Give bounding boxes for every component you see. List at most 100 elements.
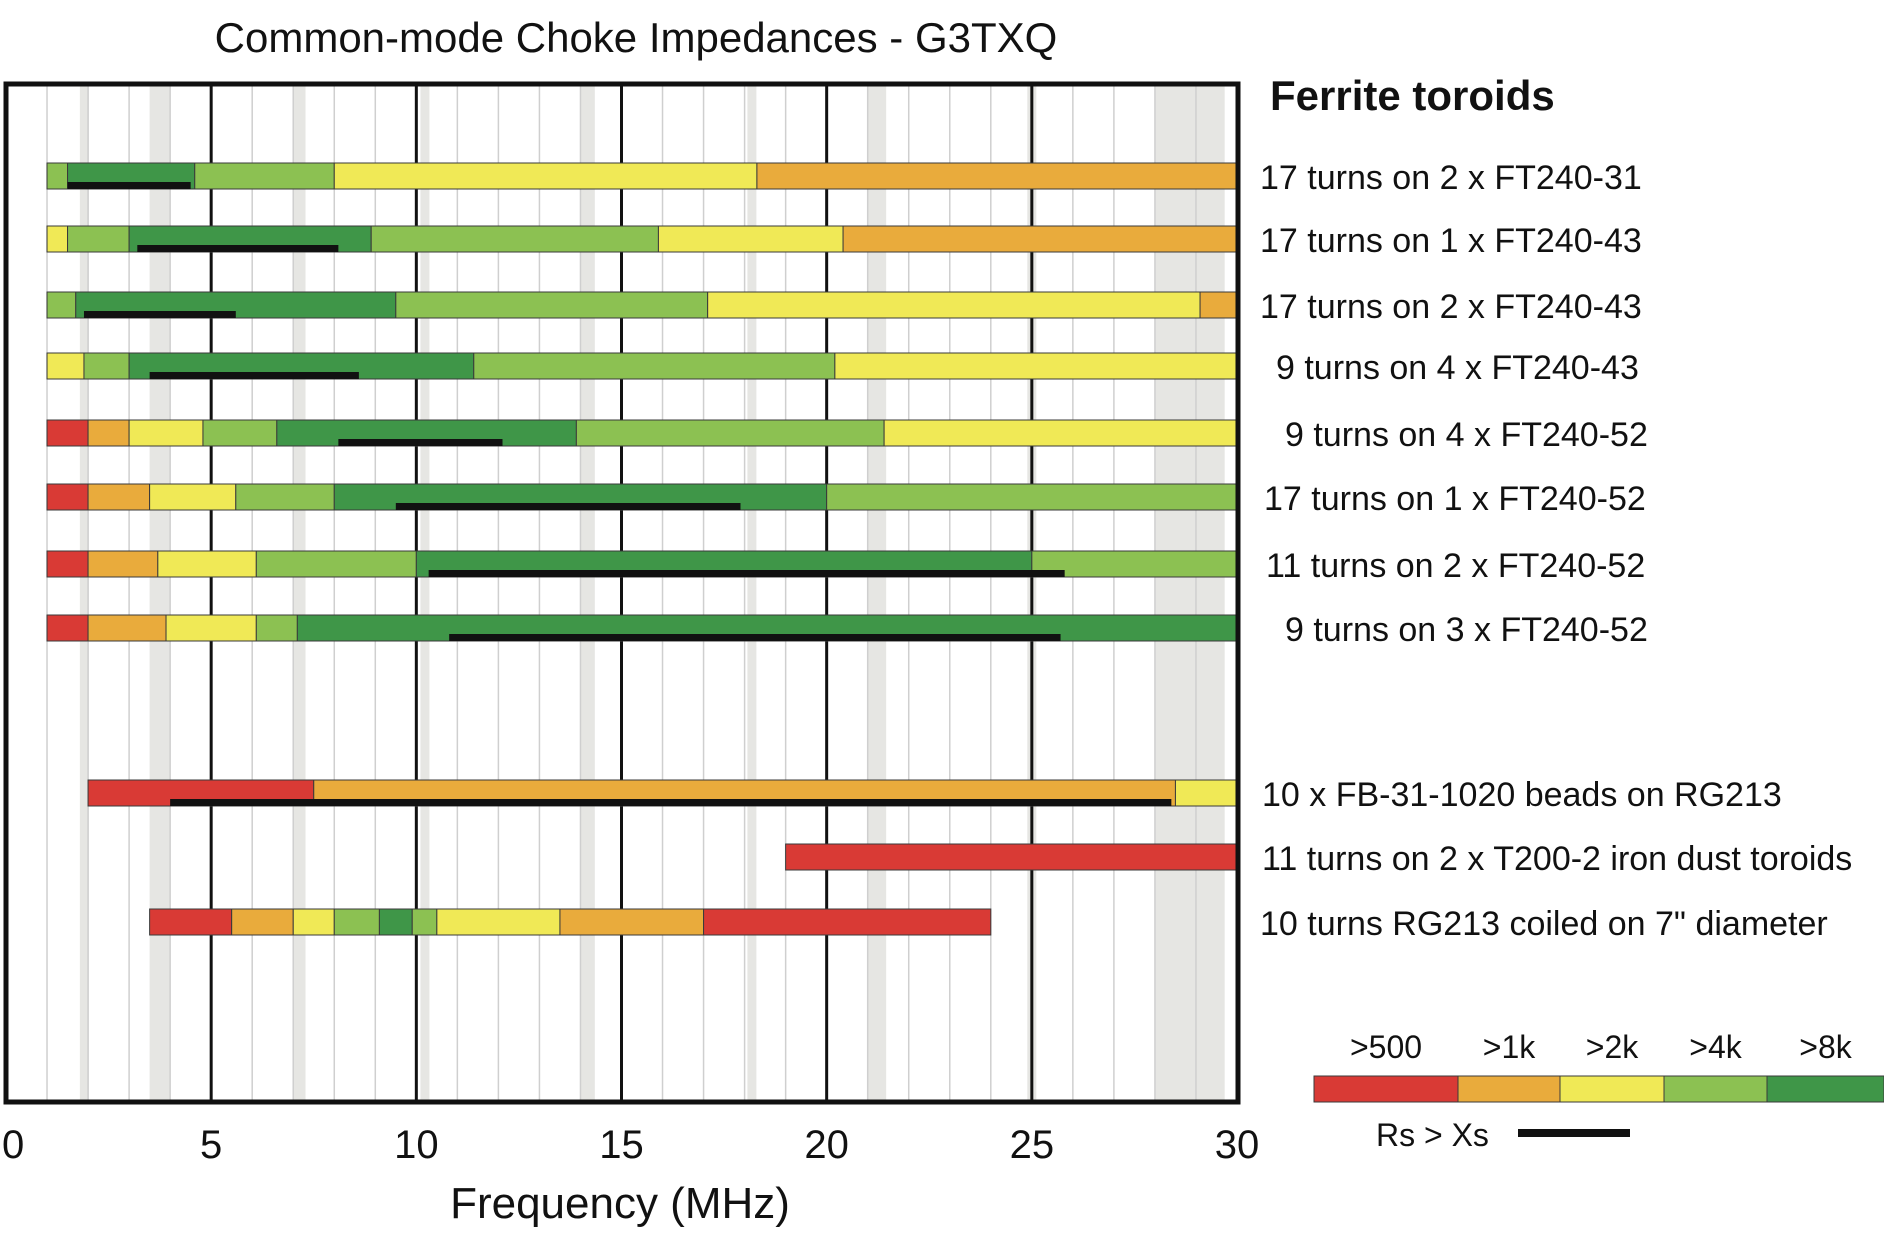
series-label: 9 turns on 4 x FT240-52 [1285,416,1648,454]
bar-segment [1174,779,1238,807]
bar-segment [202,419,278,447]
bar-segment [292,908,335,936]
bar-segment [378,908,413,936]
bar-segment [83,352,130,380]
bar-row [87,779,1238,807]
bar-row [46,550,1238,578]
bar-row [785,843,1238,871]
band-shade [79,84,89,1102]
legend-swatch [1313,1075,1459,1103]
rs-gt-xs-line [395,503,741,510]
bar-row [46,225,1238,253]
legend-label: >2k [1586,1029,1639,1065]
series-label: 17 turns on 2 x FT240-43 [1260,288,1642,326]
rs-gt-xs-line [170,799,1172,806]
legend-label: >4k [1689,1029,1742,1065]
x-tick-label: 10 [394,1123,439,1167]
bar-segment [87,419,130,447]
legend-label: >8k [1799,1029,1852,1065]
x-tick-label: 25 [1010,1123,1055,1167]
bar-segment [149,483,237,511]
x-tick-label: 0 [2,1123,24,1167]
x-tick-label: 5 [200,1123,222,1167]
series-label: 10 x FB-31-1020 beads on RG213 [1262,776,1782,814]
bar-segment [559,908,705,936]
x-tick-labels: 0 5 10 15 20 25 30 [2,1123,1259,1167]
bar-segment [231,908,294,936]
bar-segment [395,291,709,319]
bar-segment [826,483,1238,511]
bar-row [46,352,1238,380]
band-shade [149,84,171,1102]
bar-segment [87,614,167,642]
choke-bars [46,162,1238,936]
legend: >500 >1k >2k >4k >8k Rs > Xs [1313,1029,1884,1153]
bar-segment [333,162,758,190]
rs-gt-xs-line [137,245,339,252]
amateur-band-shading [79,84,1225,1102]
bar-segment [707,291,1201,319]
bar-segment [149,908,233,936]
plot-frame [3,81,1241,1105]
legend-label: >1k [1483,1029,1536,1065]
bar-segment [194,162,335,190]
bar-segment [235,483,335,511]
bar-row [46,614,1238,642]
bar-segment [87,550,159,578]
bar-segment [756,162,1238,190]
x-axis-label: Frequency (MHz) [450,1179,790,1228]
bar-segment [255,614,298,642]
bar-segment [785,843,1238,871]
bar-segment [46,483,89,511]
bar-row [46,291,1238,319]
bar-segment [703,908,992,936]
bar-row [149,908,992,936]
rs-gt-xs-line [67,182,191,189]
group-heading: Ferrite toroids [1270,72,1555,119]
series-label: 10 turns RG213 coiled on 7" diameter [1260,905,1828,943]
bar-segment [46,291,77,319]
legend-label: >500 [1350,1029,1422,1065]
bar-segment [575,419,885,447]
band-shade [1154,84,1225,1102]
band-shade [580,84,595,1102]
rs-gt-xs-line [449,634,1061,641]
legend-swatch [1457,1075,1561,1103]
series-label: 17 turns on 2 x FT240-31 [1260,159,1642,197]
series-labels: 17 turns on 2 x FT240-31 17 turns on 1 x … [1260,159,1852,943]
chart-title: Common-mode Choke Impedances - G3TXQ [215,14,1058,61]
bar-segment [436,908,561,936]
legend-rs-line [1518,1129,1630,1137]
legend-rs-label: Rs > Xs [1376,1117,1489,1153]
bar-segment [411,908,438,936]
bar-row [46,419,1238,447]
bar-segment [128,419,204,447]
bar-segment [87,483,151,511]
x-tick-label: 15 [599,1123,644,1167]
bar-segment [657,225,844,253]
series-label: 17 turns on 1 x FT240-43 [1260,222,1642,260]
series-label: 11 turns on 2 x T200-2 iron dust toroids [1262,840,1852,878]
series-label: 11 turns on 2 x FT240-52 [1266,547,1645,585]
bar-row [46,483,1238,511]
bar-segment [46,225,69,253]
band-shade [747,84,757,1102]
series-label: 17 turns on 1 x FT240-52 [1264,480,1646,518]
bar-row [46,162,1238,190]
rs-gt-xs-line [338,439,503,446]
bar-segment [842,225,1238,253]
bar-segment [1031,550,1238,578]
bar-segment [883,419,1238,447]
bar-segment [333,908,380,936]
legend-swatch [1559,1075,1665,1103]
bar-segment [255,550,417,578]
legend-swatch [1663,1075,1768,1103]
bar-segment [370,225,659,253]
bar-segment [1199,291,1238,319]
rs-gt-xs-line [83,311,236,318]
series-label: 9 turns on 3 x FT240-52 [1285,611,1648,649]
bar-segment [473,352,836,380]
rs-gt-xs-line [149,372,359,379]
bar-segment [46,162,69,190]
